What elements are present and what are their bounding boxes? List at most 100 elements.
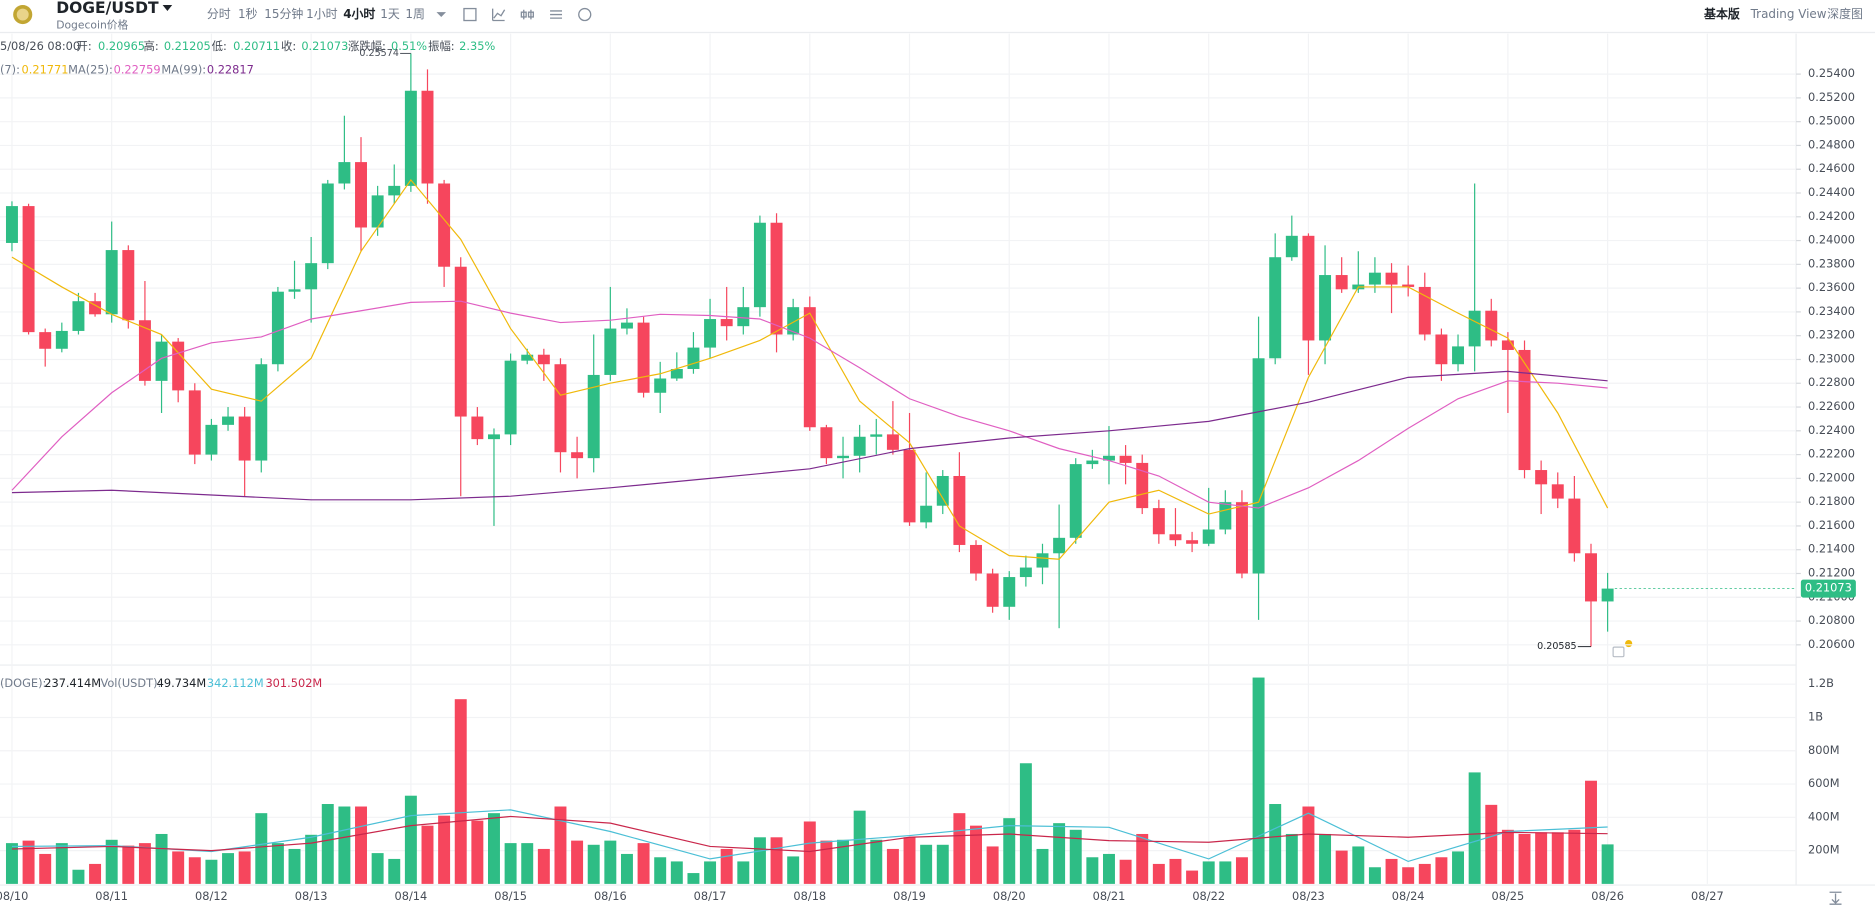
interval-tab[interactable]: 1小时 bbox=[306, 7, 338, 21]
x-tick-label: 08/10 bbox=[0, 889, 28, 903]
symbol-dropdown[interactable] bbox=[162, 4, 173, 11]
candle-body bbox=[670, 368, 683, 379]
volume-bar bbox=[321, 804, 334, 884]
settings-icon[interactable] bbox=[578, 7, 592, 22]
candle-body bbox=[704, 319, 717, 348]
volume-bar bbox=[271, 843, 284, 884]
coin-logo-inner bbox=[16, 8, 29, 21]
symbol[interactable]: DOGE/USDT bbox=[56, 0, 159, 17]
y-tick-label: 0.21800 bbox=[1808, 494, 1855, 508]
volume-tick-label: 600M bbox=[1808, 776, 1839, 790]
view-tab[interactable]: 基本版 bbox=[1703, 6, 1740, 21]
volume-bar bbox=[737, 861, 750, 884]
subtitle: Dogecoin价格 bbox=[56, 18, 128, 31]
volume-header-value: 49.734M bbox=[157, 676, 207, 690]
candle-body bbox=[1285, 235, 1298, 258]
interval-tab[interactable]: 分时 bbox=[207, 7, 231, 21]
more-intervals[interactable] bbox=[436, 12, 447, 17]
volume-bar bbox=[1119, 859, 1132, 884]
volume-bar bbox=[1319, 833, 1332, 884]
candle-body bbox=[1402, 284, 1415, 287]
candle-body bbox=[55, 330, 68, 349]
view-tab[interactable]: Trading View bbox=[1750, 7, 1827, 21]
candle-body bbox=[803, 307, 816, 428]
ma-legend-label: (7): bbox=[0, 63, 20, 77]
candle-body bbox=[1518, 349, 1531, 471]
volume-bar bbox=[620, 853, 633, 884]
volume-bar bbox=[1086, 857, 1099, 884]
candle-body bbox=[1585, 553, 1597, 602]
candle-body bbox=[421, 90, 434, 184]
candle-body bbox=[321, 183, 334, 264]
x-tick-label: 08/15 bbox=[494, 889, 527, 903]
alert-icon[interactable] bbox=[1612, 646, 1625, 658]
volume-bar bbox=[1152, 863, 1165, 884]
toolbar: DOGE/USDT Dogecoin价格 bbox=[0, 0, 1875, 34]
volume-bar bbox=[138, 843, 151, 884]
header-value: 0.21205 bbox=[164, 39, 211, 53]
volume-ma-line bbox=[11, 809, 1608, 863]
candle-body bbox=[1086, 460, 1099, 465]
volume-tick-label: 1B bbox=[1808, 709, 1823, 723]
volume-bar bbox=[1269, 804, 1282, 884]
candle-body bbox=[1418, 286, 1431, 335]
axis-scale-button[interactable] bbox=[1829, 891, 1842, 905]
interval-tab[interactable]: 1天 bbox=[380, 7, 400, 21]
volume-bar bbox=[454, 699, 467, 884]
candle-body bbox=[1152, 508, 1165, 535]
candle-body bbox=[1551, 484, 1564, 499]
indicator-icon[interactable] bbox=[492, 8, 506, 22]
volume-bar bbox=[687, 873, 700, 884]
volume-bar bbox=[471, 820, 484, 884]
candle-body bbox=[1302, 235, 1315, 341]
candle-body bbox=[172, 341, 185, 391]
candle-body bbox=[288, 289, 301, 292]
x-tick-label: 08/14 bbox=[394, 889, 427, 903]
volume-bar bbox=[404, 795, 417, 884]
volume-bar bbox=[521, 843, 534, 884]
volume-ma-value: 342.112M bbox=[207, 676, 264, 690]
settings-list-icon[interactable] bbox=[550, 10, 563, 19]
volume-bar bbox=[1285, 833, 1298, 884]
interval-tab[interactable]: 1秒 bbox=[238, 7, 258, 21]
candle-body bbox=[438, 183, 451, 267]
volume-bar bbox=[753, 837, 766, 884]
candle-body bbox=[1053, 537, 1066, 554]
volume-bar bbox=[820, 840, 833, 884]
view-tab[interactable]: 深度图 bbox=[1827, 6, 1863, 21]
y-tick-label: 0.23800 bbox=[1808, 256, 1855, 270]
y-tick-label: 0.24200 bbox=[1808, 209, 1855, 223]
candle-icon[interactable] bbox=[520, 9, 534, 20]
candle-body bbox=[5, 206, 18, 243]
y-tick-label: 0.20800 bbox=[1808, 613, 1855, 627]
x-tick-label: 08/20 bbox=[993, 889, 1026, 903]
calendar-icon[interactable] bbox=[463, 7, 477, 22]
price-tag-label: 0.21073 bbox=[1805, 581, 1852, 595]
candle-body bbox=[1535, 470, 1548, 485]
header-time: 5/08/26 08:00 bbox=[0, 39, 80, 53]
ma-legend-value: 0.22817 bbox=[207, 63, 254, 77]
candle-body bbox=[388, 185, 401, 196]
y-tick-label: 0.22200 bbox=[1808, 447, 1855, 461]
candle-body bbox=[1186, 540, 1199, 544]
interval-tab[interactable]: 4小时 bbox=[343, 6, 375, 21]
volume-bar bbox=[953, 813, 966, 884]
candle-body bbox=[1368, 272, 1381, 285]
volume-tick-label: 200M bbox=[1808, 843, 1839, 857]
interval-tab[interactable]: 15分钟 bbox=[264, 6, 303, 21]
interval-tab[interactable]: 1周 bbox=[405, 7, 425, 21]
candle-body bbox=[1202, 529, 1215, 544]
volume-bar bbox=[1435, 857, 1448, 884]
y-tick-label: 0.25200 bbox=[1808, 90, 1855, 104]
x-tick-label: 08/25 bbox=[1492, 889, 1525, 903]
x-tick-label: 08/11 bbox=[95, 889, 128, 903]
candle-body bbox=[521, 354, 534, 361]
y-tick-label: 0.24800 bbox=[1808, 137, 1855, 151]
candle-body bbox=[188, 390, 201, 455]
volume-bar bbox=[255, 813, 268, 884]
candle-body bbox=[155, 341, 168, 381]
volume-bar bbox=[155, 833, 168, 884]
candle-body bbox=[720, 319, 733, 327]
candle-body bbox=[920, 505, 933, 523]
